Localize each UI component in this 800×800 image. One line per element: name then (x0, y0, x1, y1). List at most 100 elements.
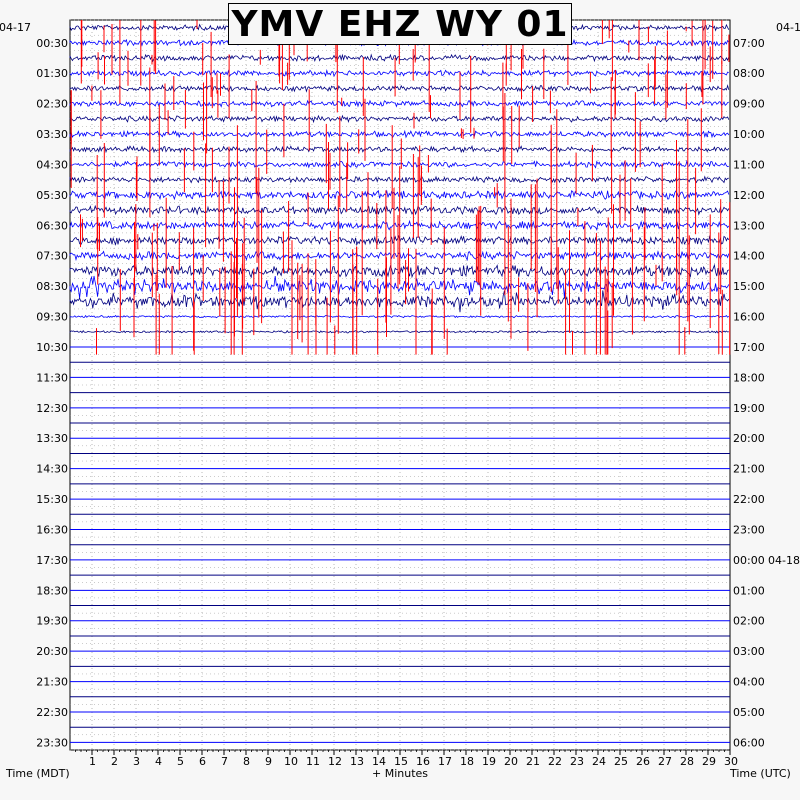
left-time-label: 12:30 (36, 402, 68, 415)
right-time-label: 10:00 (733, 128, 765, 141)
x-tick-label: 21 (526, 755, 540, 768)
left-time-label: 06:30 (36, 219, 68, 232)
right-time-label: 13:00 (733, 219, 765, 232)
x-tick-label: 3 (133, 755, 140, 768)
right-time-label: 18:00 (733, 371, 765, 384)
right-time-label: 23:00 (733, 523, 765, 536)
x-tick-label: 2 (111, 755, 118, 768)
x-tick-label: 10 (284, 755, 298, 768)
x-tick-label: 1 (89, 755, 96, 768)
left-time-label: 08:30 (36, 280, 68, 293)
x-tick-label: 26 (636, 755, 650, 768)
left-time-label: 19:30 (36, 615, 68, 628)
left-time-label: 17:30 (36, 554, 68, 567)
right-date-label: 04-1 (776, 21, 800, 34)
trace-line (69, 114, 730, 124)
right-time-label: 00:00 (733, 554, 765, 567)
right-time-label: 16:00 (733, 311, 765, 324)
trace-line (69, 175, 729, 184)
right-time-label: 11:00 (733, 158, 765, 171)
right-time-label: 07:00 (733, 37, 765, 50)
right-time-label: 08:00 (733, 67, 765, 80)
x-tick-label: 14 (372, 755, 386, 768)
left-time-label: 11:30 (36, 371, 68, 384)
right-time-label: 21:00 (733, 463, 765, 476)
trace-line (69, 189, 730, 201)
x-axis-label: + Minutes (372, 767, 428, 780)
right-time-label: 19:00 (733, 402, 765, 415)
right-time-label: 03:00 (733, 645, 765, 658)
x-tick-label: 20 (504, 755, 518, 768)
x-tick-label: 16 (416, 755, 430, 768)
chart-title: YMV EHZ WY 01 (231, 3, 569, 45)
left-time-label: 07:30 (36, 250, 68, 263)
trace-line (69, 219, 730, 231)
x-tick-label: 22 (548, 755, 562, 768)
left-time-label: 09:30 (36, 311, 68, 324)
trace-line (69, 329, 729, 334)
left-time-label: 14:30 (36, 463, 68, 476)
x-tick-label: 4 (155, 755, 162, 768)
right-time-label: 01:00 (733, 584, 765, 597)
trace-line (69, 290, 730, 313)
right-time-label: 04:00 (733, 676, 765, 689)
right-time-label: 02:00 (733, 615, 765, 628)
trace-line (69, 144, 730, 154)
x-tick-label: 15 (394, 755, 408, 768)
left-axis-label: Time (MDT) (5, 767, 70, 780)
trace-line (69, 84, 730, 93)
x-tick-label: 29 (702, 755, 716, 768)
x-tick-label: 30 (724, 755, 738, 768)
right-time-label: 22:00 (733, 493, 765, 506)
x-tick-label: 5 (177, 755, 184, 768)
left-date-label: 04-17 (0, 21, 31, 34)
trace-line (69, 314, 730, 319)
left-time-label: 03:30 (36, 128, 68, 141)
x-tick-label: 18 (460, 755, 474, 768)
left-time-label: 23:30 (36, 736, 68, 749)
right-time-label: 12:00 (733, 189, 765, 202)
x-tick-label: 28 (680, 755, 694, 768)
x-tick-label: 7 (221, 755, 228, 768)
left-time-label: 04:30 (36, 158, 68, 171)
x-tick-label: 24 (592, 755, 606, 768)
x-tick-label: 13 (350, 755, 364, 768)
x-tick-label: 25 (614, 755, 628, 768)
left-time-label: 15:30 (36, 493, 68, 506)
x-tick-label: 19 (482, 755, 496, 768)
right-time-label: 14:00 (733, 250, 765, 263)
trace-line (69, 68, 729, 78)
trace-line (69, 204, 730, 216)
left-time-label: 00:30 (36, 37, 68, 50)
x-tick-label: 23 (570, 755, 584, 768)
left-time-label: 13:30 (36, 432, 68, 445)
left-time-label: 05:30 (36, 189, 68, 202)
x-tick-label: 8 (243, 755, 250, 768)
right-time-label: 17:00 (733, 341, 765, 354)
x-tick-label: 27 (658, 755, 672, 768)
chart-title-box: YMV EHZ WY 01 (228, 3, 572, 45)
left-time-label: 18:30 (36, 584, 68, 597)
right-time-label: 15:00 (733, 280, 765, 293)
left-time-label: 22:30 (36, 706, 68, 719)
right-time-label: 06:00 (733, 736, 765, 749)
left-time-label: 10:30 (36, 341, 68, 354)
left-time-label: 01:30 (36, 67, 68, 80)
right-time-label: 05:00 (733, 706, 765, 719)
left-time-label: 21:30 (36, 676, 68, 689)
trace-line (69, 159, 729, 169)
trace-line (69, 99, 729, 108)
right-axis-label: Time (UTC) (729, 767, 791, 780)
left-time-label: 20:30 (36, 645, 68, 658)
right-time-label: 09:00 (733, 98, 765, 111)
trace-line (69, 129, 730, 139)
x-tick-label: 12 (328, 755, 342, 768)
x-tick-label: 9 (265, 755, 272, 768)
trace-line (69, 263, 729, 279)
x-tick-label: 17 (438, 755, 452, 768)
left-time-label: 02:30 (36, 98, 68, 111)
x-tick-label: 6 (199, 755, 206, 768)
right-time-label: 20:00 (733, 432, 765, 445)
